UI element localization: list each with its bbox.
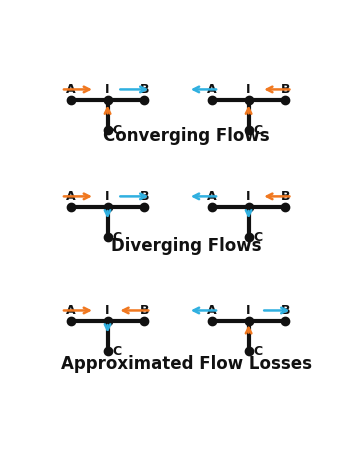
Text: C: C [112,231,122,244]
Text: I: I [105,304,110,317]
Text: Converging Flows: Converging Flows [103,127,270,145]
Text: I: I [105,190,110,203]
Text: I: I [105,83,110,96]
Text: Diverging Flows: Diverging Flows [111,238,262,255]
Text: C: C [112,345,122,358]
Text: A: A [66,190,76,203]
Text: C: C [254,231,263,244]
Text: I: I [246,83,251,96]
Text: B: B [281,304,290,317]
Text: C: C [112,124,122,137]
Text: A: A [66,83,76,96]
Text: B: B [139,304,149,317]
Text: I: I [246,304,251,317]
Text: I: I [246,190,251,203]
Text: B: B [139,190,149,203]
Text: A: A [207,190,217,203]
Text: B: B [281,190,290,203]
Text: B: B [281,83,290,96]
Text: B: B [139,83,149,96]
Text: C: C [254,345,263,358]
Text: A: A [207,83,217,96]
Text: Approximated Flow Losses: Approximated Flow Losses [61,355,312,373]
Text: A: A [207,304,217,317]
Text: A: A [66,304,76,317]
Text: C: C [254,124,263,137]
